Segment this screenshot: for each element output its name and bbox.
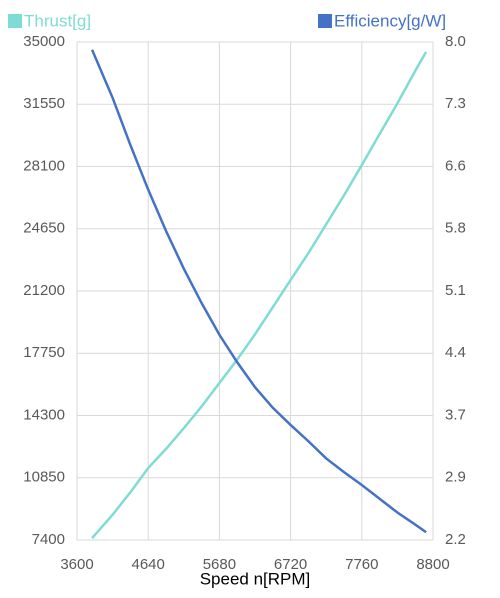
- y-tick-label: 14300: [23, 406, 65, 423]
- x-tick-label: 5680: [203, 556, 236, 573]
- y-tick-label: 17750: [23, 344, 65, 361]
- x-tick-label: 4640: [132, 556, 165, 573]
- line-series: [91, 51, 428, 540]
- y2-tick-label: 2.2: [445, 531, 466, 548]
- legend-label: Efficiency[g/W]: [334, 11, 446, 30]
- x-tick-label: 6720: [274, 556, 307, 573]
- y2-tick-label: 4.4: [445, 344, 466, 361]
- x-tick-label: 3600: [60, 556, 93, 573]
- legend-label: Thrust[g]: [24, 11, 91, 30]
- y-tick-label: 31550: [23, 95, 65, 112]
- legend-swatch: [318, 14, 332, 28]
- x-tick-label: 8800: [416, 556, 449, 573]
- y2-tick-label: 5.8: [445, 220, 466, 237]
- line-series: [90, 49, 427, 534]
- legend-swatch: [8, 14, 22, 28]
- y2-tick-label: 8.0: [445, 33, 466, 50]
- y2-tick-label: 2.9: [445, 469, 466, 486]
- y2-tick-label: 5.1: [445, 282, 466, 299]
- y2-tick-label: 6.6: [445, 157, 466, 174]
- y2-tick-label: 7.3: [445, 95, 466, 112]
- y-tick-label: 7400: [32, 531, 65, 548]
- x-axis-label: Speed n[RPM]: [200, 569, 311, 588]
- y-tick-label: 10850: [23, 469, 65, 486]
- y-tick-label: 35000: [23, 33, 65, 50]
- y-tick-label: 24650: [23, 220, 65, 237]
- y2-tick-label: 3.7: [445, 406, 466, 423]
- x-tick-label: 7760: [345, 556, 378, 573]
- y-tick-label: 21200: [23, 282, 65, 299]
- y-tick-label: 28100: [23, 157, 65, 174]
